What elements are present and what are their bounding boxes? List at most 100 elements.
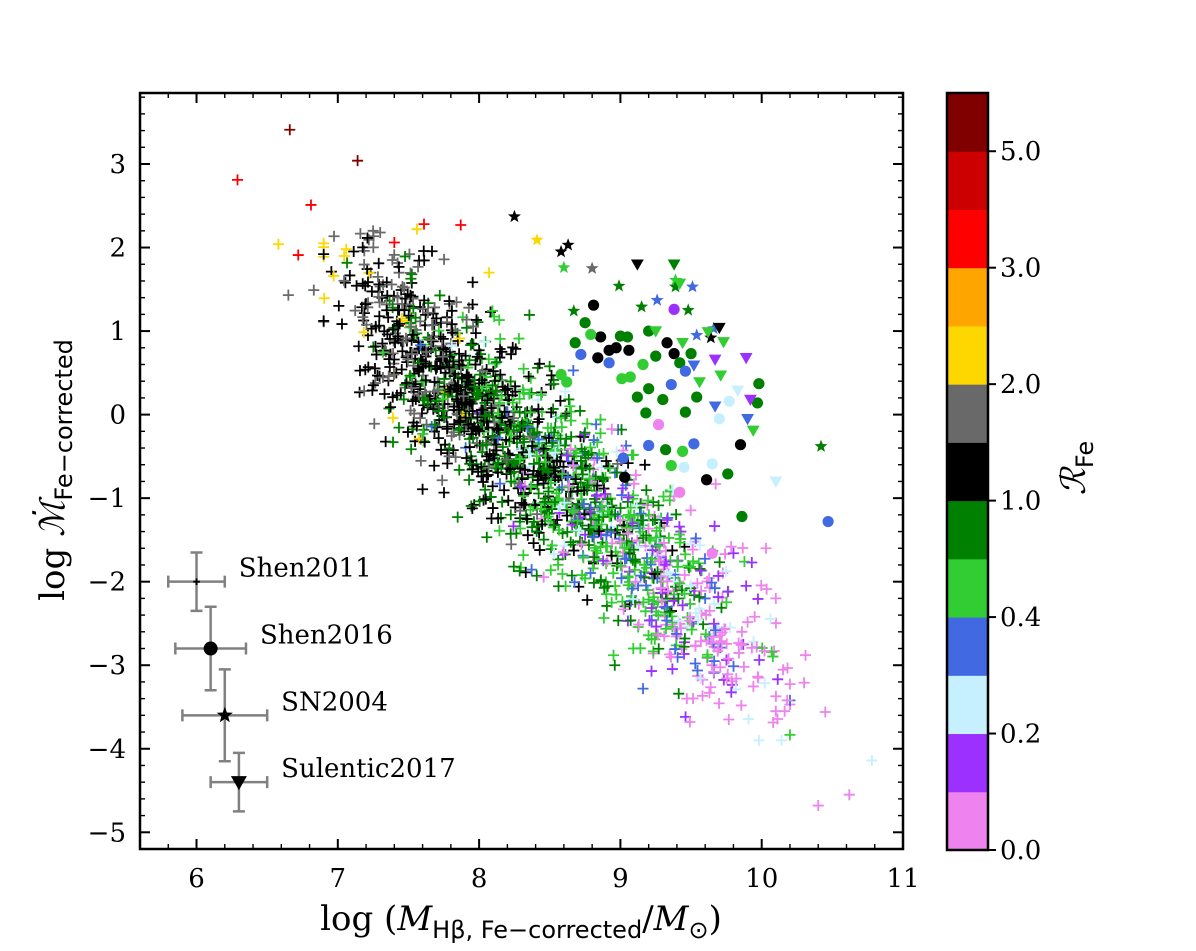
shen2011-point: [753, 734, 765, 746]
shen2016-point: [734, 439, 747, 451]
shen2011-point: [609, 659, 621, 671]
shen2011-point: [522, 529, 534, 541]
shen2016-point: [753, 378, 765, 390]
colorbar-segment: [947, 791, 988, 851]
shen2011-point: [487, 430, 499, 442]
shen2016-point: [579, 317, 591, 329]
shen2011-point: [387, 436, 399, 448]
shen2011-point: [387, 391, 399, 403]
shen2011-point: [453, 464, 465, 476]
sn2004-point: [508, 209, 521, 223]
shen2011-point: [452, 335, 464, 347]
shen2011-point: [368, 418, 380, 430]
shen2011-point: [518, 363, 530, 375]
shen2016-point: [674, 486, 686, 498]
shen2011-point: [400, 332, 412, 344]
shen2011-point: [344, 269, 356, 281]
shen2011-point: [679, 548, 691, 560]
colorbar-segment: [947, 325, 988, 385]
shen2011-point: [772, 673, 784, 685]
shen2016-point: [603, 344, 615, 356]
shen2011-point: [724, 622, 736, 634]
shen2011-point: [387, 412, 399, 424]
shen2011-point: [462, 362, 474, 374]
shen2011-point: [399, 379, 411, 391]
shen2011-point: [686, 624, 698, 636]
shen2011-point: [708, 598, 720, 610]
shen2011-point: [693, 557, 705, 569]
shen2011-point: [718, 623, 730, 635]
colorbar-segment: [947, 617, 988, 676]
shen2011-point: [474, 495, 486, 507]
shen2011-point: [630, 469, 642, 481]
shen2011-point: [582, 479, 594, 491]
sulentic2017-point: [741, 413, 754, 426]
shen2011-point: [675, 622, 687, 634]
shen2011-point: [394, 318, 406, 330]
shen2011-point: [521, 513, 533, 525]
shen2011-point: [570, 473, 582, 485]
shen2011-point: [843, 789, 855, 801]
shen2011-point: [721, 638, 733, 650]
shen2011-point: [292, 249, 304, 261]
sn2004-point: [686, 280, 699, 293]
shen2011-point: [697, 674, 709, 686]
shen2011-point: [435, 353, 447, 365]
shen2011-point: [542, 422, 554, 434]
shen2011-point: [543, 432, 555, 444]
shen2011-point: [627, 489, 639, 501]
shen2011-point: [615, 560, 627, 572]
shen2011-point: [523, 388, 535, 400]
shen2011-point: [755, 579, 767, 591]
shen2016-point: [674, 357, 686, 369]
shen2011-point: [549, 447, 561, 459]
shen2011-point: [505, 429, 517, 441]
shen2011-point: [643, 509, 655, 521]
shen2011-point: [695, 565, 707, 577]
shen2011-point: [505, 509, 517, 521]
shen2011-point: [387, 347, 399, 359]
shen2011-point: [649, 514, 661, 526]
shen2011-point: [528, 516, 540, 528]
shen2011-point: [709, 520, 721, 532]
shen2011-point: [357, 241, 369, 253]
shen2011-point: [524, 431, 536, 443]
shen2011-point: [465, 428, 477, 440]
shen2011-point: [496, 346, 508, 358]
shen2016-point: [643, 439, 655, 452]
shen2011-point: [637, 683, 649, 695]
shen2011-point: [458, 390, 470, 402]
shen2016-point: [652, 419, 665, 431]
colorbar-segment: [947, 151, 988, 210]
shen2011-point: [798, 677, 810, 689]
shen2011-point: [318, 237, 330, 249]
shen2011-point: [625, 614, 637, 626]
shen2011-point: [373, 278, 385, 290]
colorbar-tick-label: 0.0: [1000, 836, 1041, 866]
shen2011-point: [488, 389, 500, 401]
shen2011-point: [565, 431, 577, 443]
shen2011-point: [496, 412, 508, 424]
shen2016-point: [722, 468, 734, 480]
shen2011-point: [629, 554, 641, 566]
shen2011-point: [563, 480, 575, 492]
shen2011-point: [453, 348, 465, 360]
shen2011-point: [684, 598, 696, 610]
shen2011-point: [358, 326, 370, 338]
shen2011-point: [446, 318, 458, 330]
shen2011-point: [499, 384, 511, 396]
shen2011-point: [674, 577, 686, 589]
shen2011-point: [398, 393, 410, 405]
shen2011-point: [464, 458, 476, 470]
shen2011-point: [622, 528, 634, 540]
shen2011-point: [645, 633, 657, 645]
shen2011-point: [598, 483, 610, 495]
shen2016-point: [700, 474, 713, 486]
shen2011-point: [728, 660, 740, 672]
shen2011-point: [422, 307, 434, 319]
shen2011-point: [579, 573, 591, 585]
shen2011-point: [419, 436, 431, 448]
shen2011-point: [473, 344, 485, 356]
shen2011-point: [737, 542, 749, 554]
